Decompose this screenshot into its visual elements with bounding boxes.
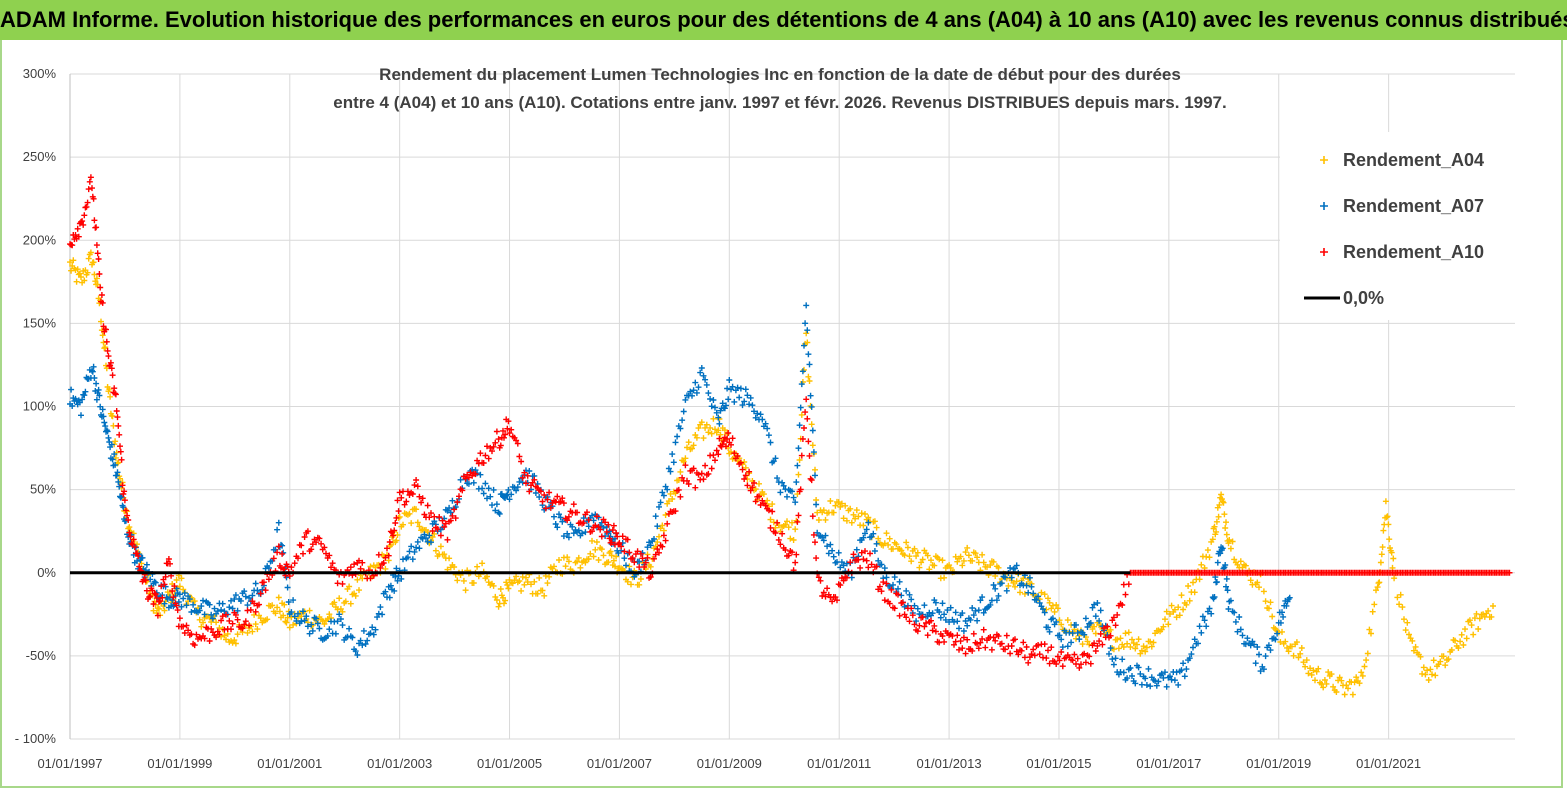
- series-markers: [67, 174, 1513, 671]
- legend-marker: [1320, 248, 1328, 256]
- page-title: ADAM Informe. Evolution historique des p…: [0, 0, 1567, 40]
- x-tick-label: 01/01/2021: [1356, 756, 1421, 771]
- x-tick-label: 01/01/2011: [807, 756, 871, 771]
- legend-marker: [1320, 156, 1328, 164]
- x-tick-label: 01/01/2005: [477, 756, 542, 771]
- y-tick-label: -50%: [26, 648, 57, 663]
- x-tick-label: 01/01/2017: [1136, 756, 1201, 771]
- chart-title: Rendement du placement Lumen Technologie…: [333, 65, 1227, 112]
- chart-legend: Rendement_A04 Rendement_A07 Rendement_A10 0…: [1280, 132, 1520, 320]
- legend-label: Rendement_A04: [1343, 150, 1484, 170]
- x-axis-tick-labels: 01/01/1997 01/01/1999 01/01/2001 01/01/2003…: [37, 756, 1421, 771]
- x-tick-label: 01/01/2009: [697, 756, 762, 771]
- chart-title-line-1: Rendement du placement Lumen Technologie…: [379, 65, 1181, 84]
- y-tick-label: 150%: [23, 315, 57, 330]
- y-tick-label: 300%: [23, 66, 57, 81]
- chart-title-line-2: entre 4 (A04) et 10 ans (A10). Cotations…: [333, 93, 1227, 112]
- legend-label: 0,0%: [1343, 288, 1384, 308]
- x-tick-label: 01/01/2019: [1246, 756, 1311, 771]
- y-tick-label: 100%: [23, 399, 57, 414]
- y-tick-label: 200%: [23, 232, 57, 247]
- x-tick-label: 01/01/2013: [917, 756, 982, 771]
- legend-item: 0,0%: [1304, 288, 1384, 308]
- chart-series: [67, 174, 1513, 698]
- legend-label: Rendement_A07: [1343, 196, 1484, 216]
- y-tick-label: 250%: [23, 149, 57, 164]
- x-tick-label: 01/01/2015: [1026, 756, 1091, 771]
- x-tick-label: 01/01/2003: [367, 756, 432, 771]
- x-tick-label: 01/01/1999: [147, 756, 212, 771]
- y-axis-tick-labels: - 100% -50% 0% 50% 100% 150% 200% 250% 300%: [15, 66, 57, 746]
- legend-item: Rendement_A10: [1320, 242, 1484, 262]
- x-tick-label: 01/01/1997: [37, 756, 102, 771]
- y-tick-label: 0%: [37, 565, 56, 580]
- x-tick-label: 01/01/2001: [257, 756, 322, 771]
- y-tick-label: 50%: [30, 482, 56, 497]
- legend-item: Rendement_A04: [1320, 150, 1484, 170]
- series-rendement-a10: [67, 174, 1513, 671]
- y-tick-label: - 100%: [15, 731, 57, 746]
- legend-background: [1280, 132, 1520, 320]
- legend-label: Rendement_A10: [1343, 242, 1484, 262]
- legend-marker: [1320, 202, 1328, 210]
- x-tick-label: 01/01/2007: [587, 756, 652, 771]
- legend-item: Rendement_A07: [1320, 196, 1484, 216]
